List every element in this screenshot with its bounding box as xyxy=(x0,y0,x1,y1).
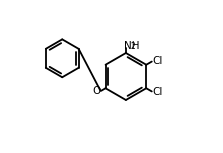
Text: Cl: Cl xyxy=(152,87,163,97)
Text: 2: 2 xyxy=(130,42,135,51)
Text: NH: NH xyxy=(124,41,140,51)
Text: Cl: Cl xyxy=(152,56,163,66)
Text: O: O xyxy=(92,86,100,96)
